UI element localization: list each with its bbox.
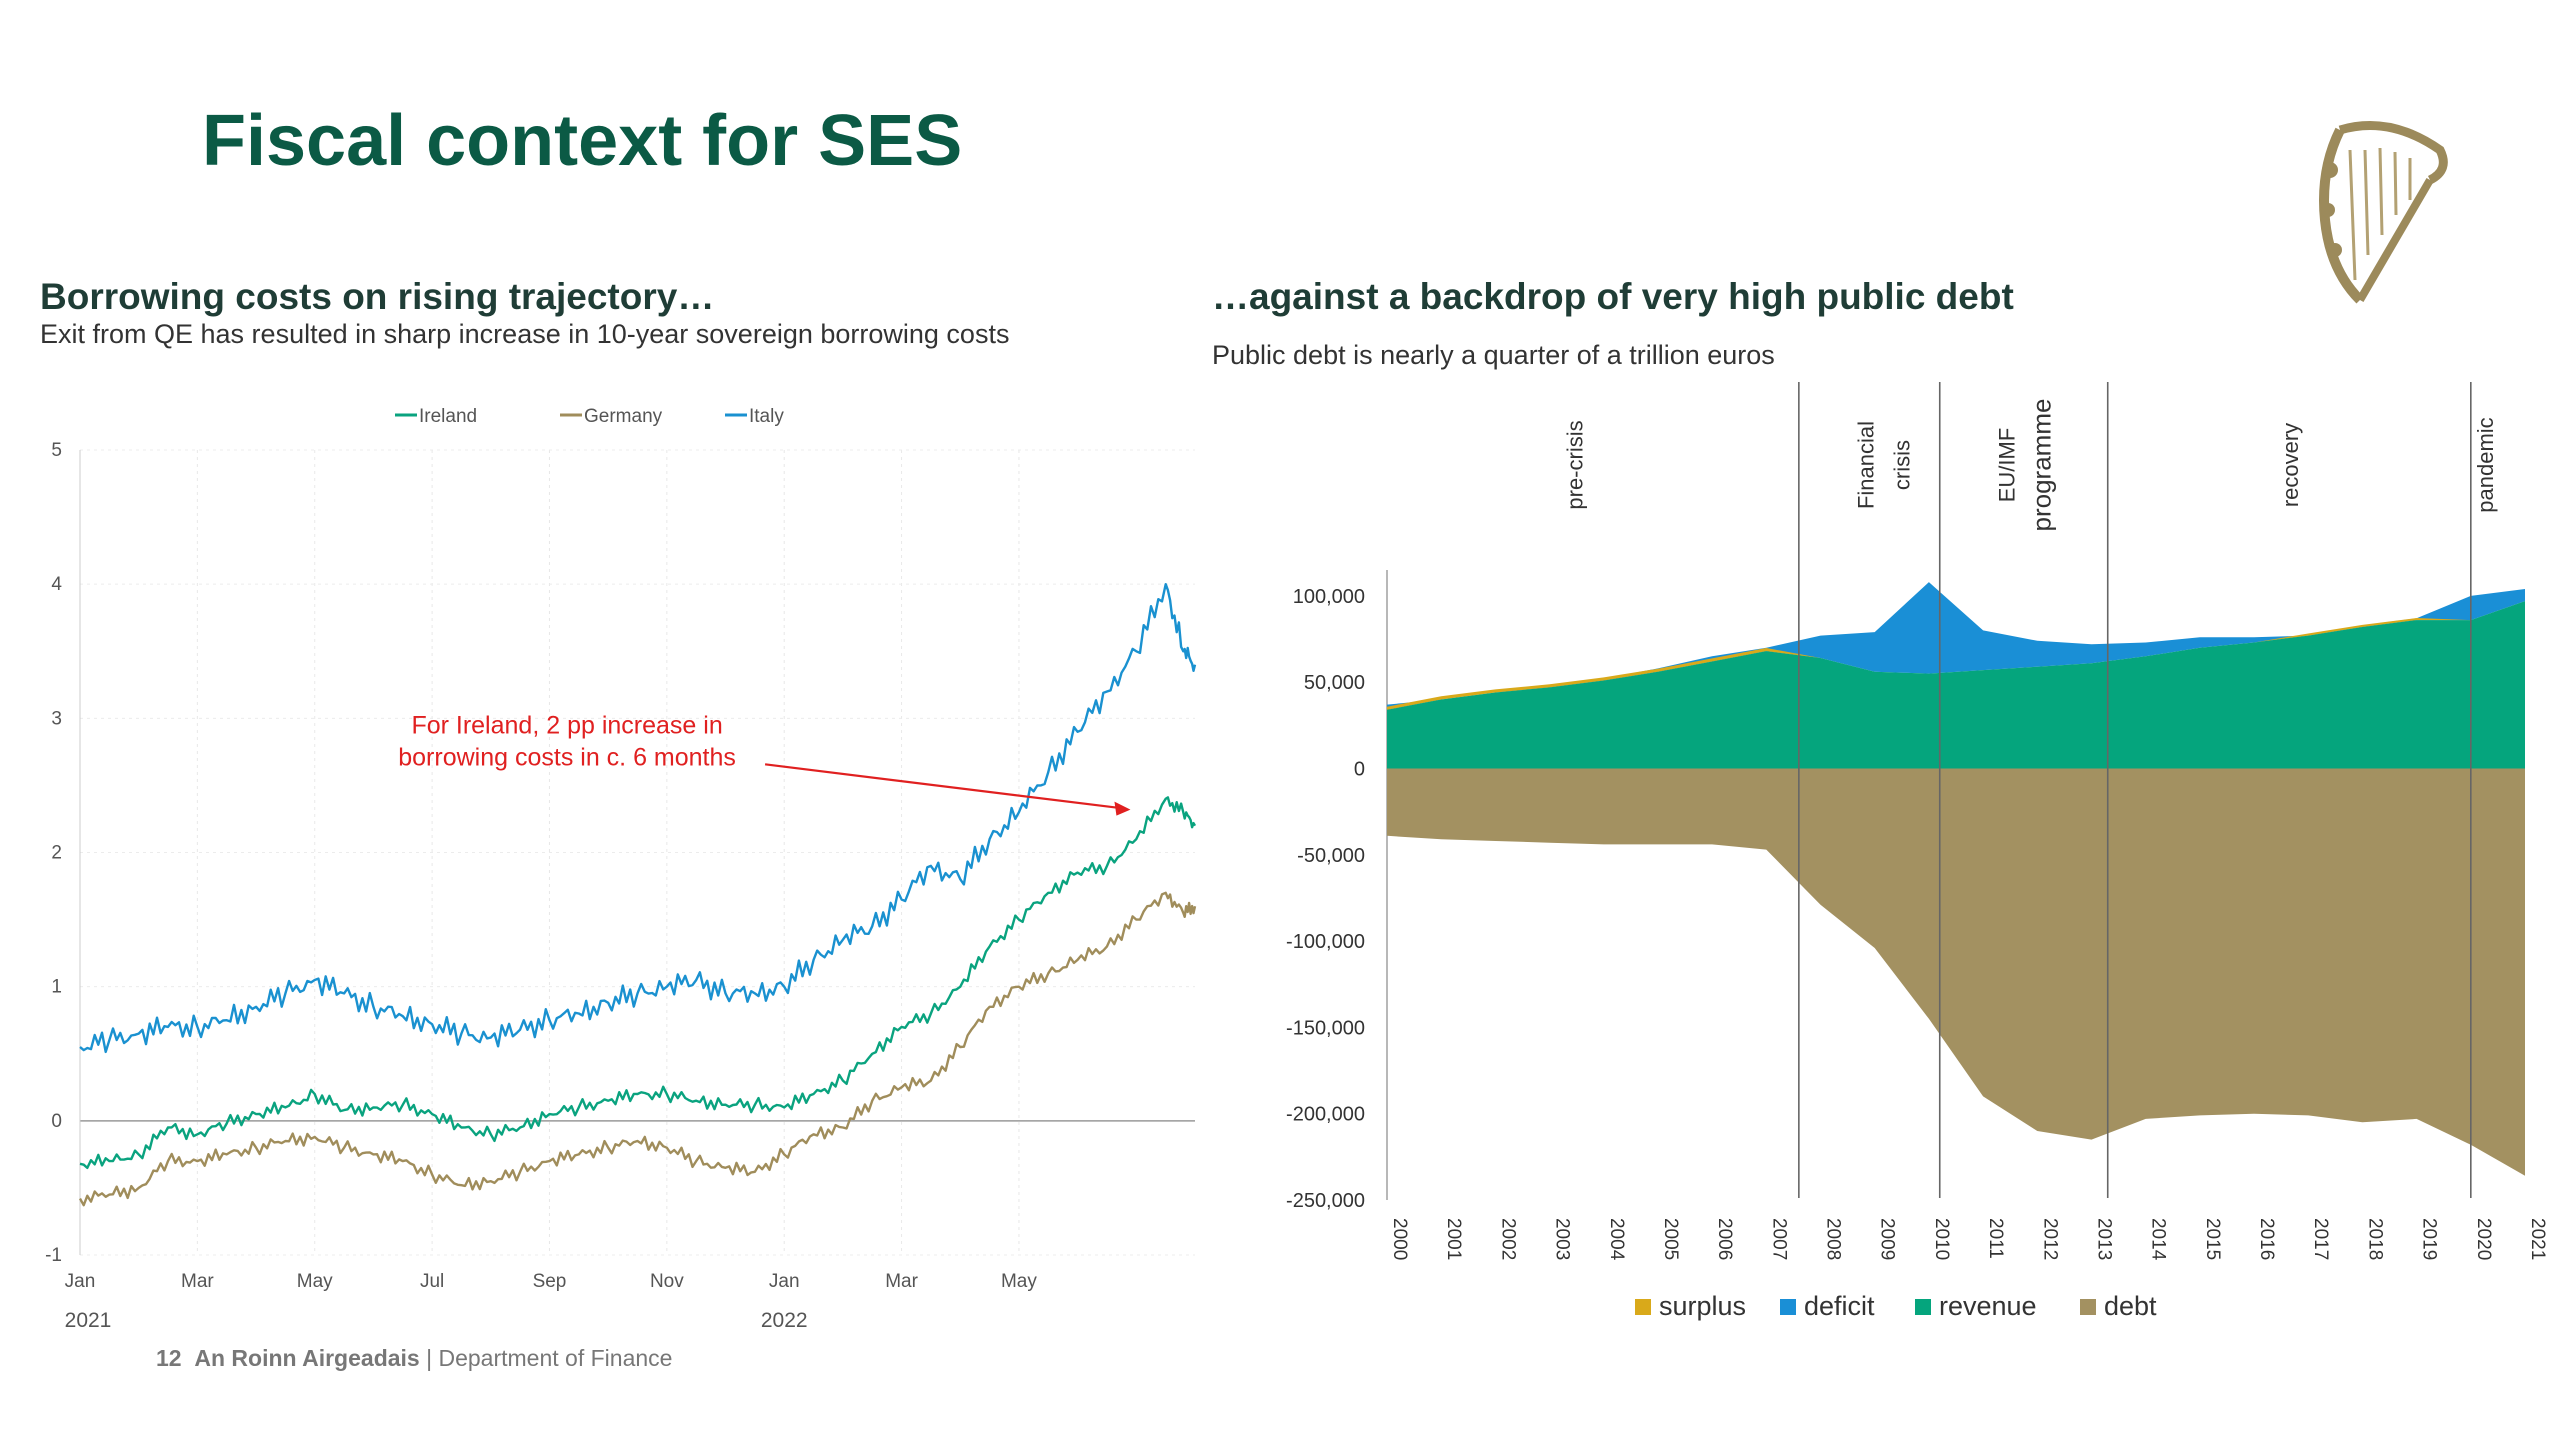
phase-label: pandemic <box>2473 417 2498 512</box>
legend-swatch-deficit <box>1780 1299 1796 1315</box>
y-tick-label: 0 <box>51 1111 62 1132</box>
y-tick-label: 5 <box>51 440 62 461</box>
x-tick-label: 2003 <box>1552 1218 1573 1260</box>
x-tick-label: Jul <box>420 1271 444 1292</box>
x-year-label: 2022 <box>761 1309 808 1332</box>
x-tick-label: 2007 <box>1768 1218 1789 1260</box>
legend-label-surplus: surplus <box>1659 1291 1746 1321</box>
y-tick-label: 3 <box>51 708 62 729</box>
y-tick-label: -250,000 <box>1286 1190 1365 1212</box>
y-tick-label: 2 <box>51 843 62 864</box>
phase-label: crisis <box>1890 440 1915 490</box>
x-tick-label: 2012 <box>2039 1218 2060 1260</box>
x-tick-label: 2021 <box>2527 1218 2548 1260</box>
left-chart-heading: Borrowing costs on rising trajectory… <box>40 276 715 317</box>
x-tick-label: Nov <box>650 1271 684 1292</box>
right-chart-heading: …against a backdrop of very high public … <box>1212 276 2014 317</box>
x-tick-label: 2001 <box>1443 1218 1464 1260</box>
legend-label-italy: Italy <box>749 406 784 427</box>
x-tick-label: 2004 <box>1606 1218 1627 1261</box>
annotation-arrow-head <box>1114 801 1131 816</box>
x-tick-label: 2010 <box>1931 1218 1952 1260</box>
x-tick-label: 2006 <box>1714 1218 1735 1260</box>
series-line-germany <box>78 891 1197 1207</box>
legend-label-deficit: deficit <box>1804 1291 1875 1321</box>
x-tick-label: Mar <box>885 1271 918 1292</box>
x-tick-label: 2020 <box>2473 1218 2494 1260</box>
y-tick-label: -100,000 <box>1286 931 1365 953</box>
y-tick-label: 1 <box>51 977 62 998</box>
x-tick-label: 2015 <box>2202 1218 2223 1260</box>
y-tick-label: -150,000 <box>1286 1017 1365 1039</box>
x-tick-label: Jan <box>769 1271 800 1292</box>
y-tick-label: -50,000 <box>1297 845 1365 867</box>
footer-english: Department of Finance <box>438 1345 673 1371</box>
x-tick-label: 2000 <box>1389 1218 1410 1260</box>
y-tick-label: 100,000 <box>1293 586 1365 608</box>
phase-label: programme <box>2026 399 2056 532</box>
legend-swatch-debt <box>2080 1299 2096 1315</box>
y-tick-label: 4 <box>51 574 62 595</box>
x-tick-label: Jan <box>65 1271 96 1292</box>
revenue-area <box>1387 601 2525 769</box>
x-tick-label: Sep <box>533 1271 567 1292</box>
phase-label: Financial <box>1854 421 1879 509</box>
y-tick-label: 50,000 <box>1304 672 1365 694</box>
legend-label-ireland: Ireland <box>419 406 477 427</box>
debt-area <box>1387 768 2525 1176</box>
x-tick-label: 2013 <box>2093 1218 2114 1260</box>
x-tick-label: May <box>1001 1271 1037 1292</box>
series-line-ireland <box>79 796 1197 1170</box>
x-tick-label: 2017 <box>2310 1218 2331 1260</box>
harp-logo-icon <box>2319 121 2448 304</box>
x-tick-label: 2018 <box>2364 1218 2385 1260</box>
x-year-label: 2021 <box>65 1309 112 1332</box>
legend-swatch-surplus <box>1635 1299 1651 1315</box>
phase-label: recovery <box>2278 423 2303 507</box>
deficit-area <box>1387 582 2525 710</box>
x-tick-label: 2009 <box>1877 1218 1898 1260</box>
x-tick-label: 2005 <box>1660 1218 1681 1260</box>
y-tick-label: -1 <box>45 1245 62 1266</box>
bond-yield-chart: Ireland Germany Italy -1 0 1 2 3 4 5 Jan Mar May Jul S… <box>45 406 1197 1332</box>
footer-separator: | <box>419 1345 439 1371</box>
x-tick-label: 2002 <box>1497 1218 1518 1260</box>
legend-swatch-revenue <box>1915 1299 1931 1315</box>
page-title: Fiscal context for SES <box>202 101 963 181</box>
legend-label-revenue: revenue <box>1939 1291 2037 1321</box>
x-tick-label: 2011 <box>1985 1218 2006 1259</box>
x-tick-label: 2014 <box>2148 1218 2169 1261</box>
x-tick-label: 2016 <box>2256 1218 2277 1260</box>
annotation-text: borrowing costs in c. 6 months <box>398 743 736 771</box>
y-tick-label: 0 <box>1354 758 1365 780</box>
annotation-arrow-line <box>764 763 1125 810</box>
x-tick-label: 2008 <box>1823 1218 1844 1260</box>
x-tick-label: 2019 <box>2419 1218 2440 1260</box>
phase-label: EU/IMF <box>1994 428 2019 503</box>
x-tick-label: May <box>297 1271 333 1292</box>
left-chart-subtitle: Exit from QE has resulted in sharp incre… <box>40 319 1010 349</box>
footer: 12 An Roinn Airgeadais | Department of F… <box>156 1345 672 1372</box>
right-chart-subtitle: Public debt is nearly a quarter of a tri… <box>1212 340 1775 370</box>
legend-label-germany: Germany <box>584 406 663 427</box>
footer-irish: An Roinn Airgeadais <box>194 1345 420 1371</box>
y-tick-label: -200,000 <box>1286 1104 1365 1126</box>
public-debt-chart: 100,000 50,000 0 -50,000 -100,000 -150,000 -20… <box>1286 382 2548 1321</box>
legend-label-debt: debt <box>2104 1291 2157 1321</box>
series-line-italy <box>79 583 1197 1054</box>
page-number: 12 <box>156 1345 182 1371</box>
x-tick-label: Mar <box>181 1271 214 1292</box>
annotation-text: For Ireland, 2 pp increase in <box>411 711 722 739</box>
phase-label: pre-crisis <box>1563 420 1588 509</box>
